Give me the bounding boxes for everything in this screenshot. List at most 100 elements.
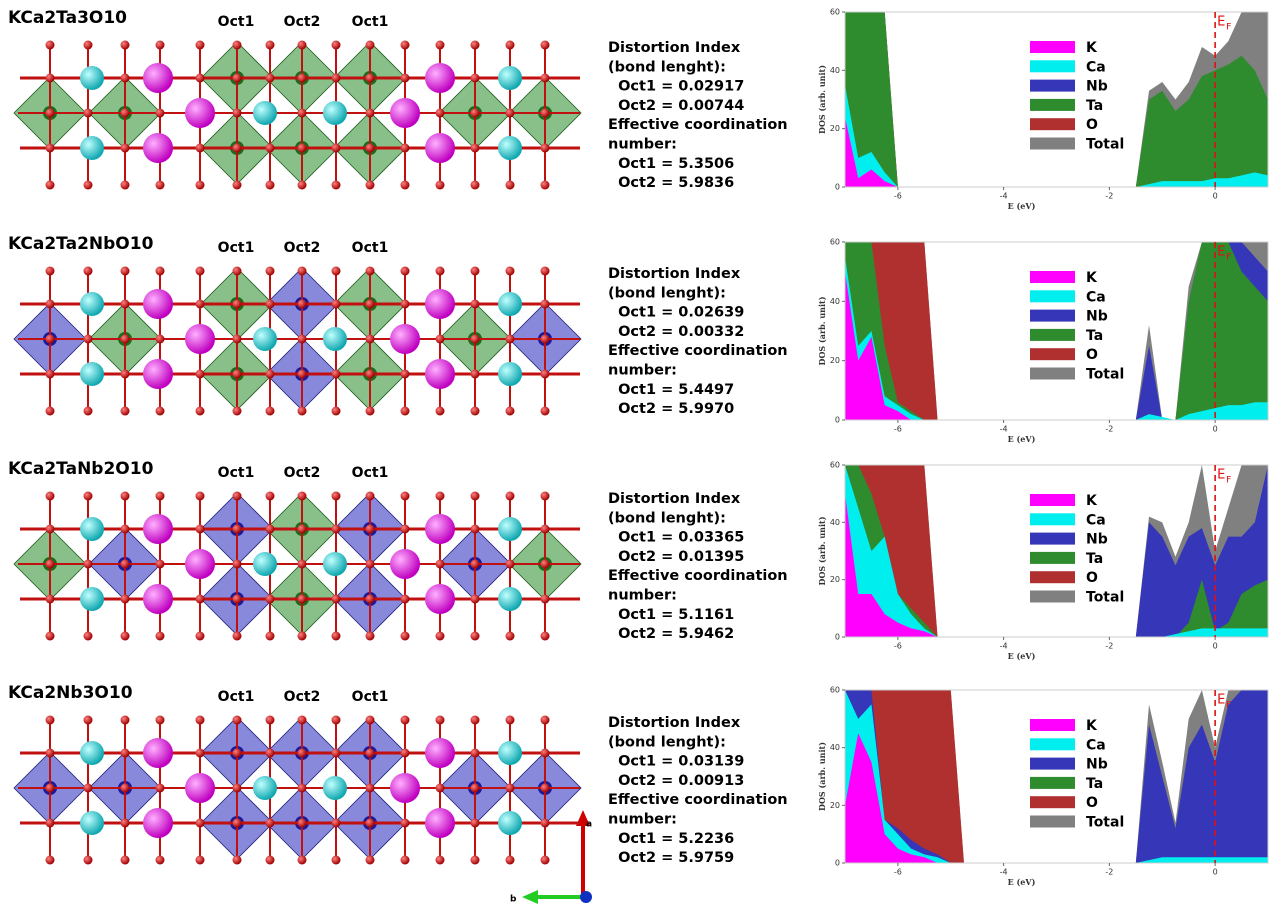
x-tick-label: 0	[1213, 642, 1218, 651]
oxygen	[436, 560, 445, 569]
potassium	[143, 133, 173, 163]
oxygen	[471, 267, 480, 276]
oxygen	[46, 267, 55, 276]
legend-swatch	[1030, 494, 1075, 506]
oxygen	[541, 335, 550, 344]
oxygen	[332, 41, 341, 50]
oxygen	[196, 595, 205, 604]
oxygen	[84, 335, 93, 344]
calcium	[498, 136, 522, 160]
oxygen	[471, 109, 480, 118]
oxygen	[401, 370, 410, 379]
info-line: number:	[608, 812, 677, 828]
fermi-label: E	[1217, 15, 1225, 30]
potassium	[185, 324, 215, 354]
oxygen	[541, 632, 550, 641]
y-tick-label: 20	[830, 124, 840, 133]
octahedron-label: Oct2	[284, 465, 321, 481]
crystal-structure	[14, 716, 581, 865]
oxygen	[366, 41, 375, 50]
legend-label: Total	[1086, 137, 1124, 153]
oxygen	[541, 784, 550, 793]
oxygen	[332, 267, 341, 276]
oxygen	[298, 407, 307, 416]
calcium	[80, 741, 104, 765]
legend-label: Ca	[1086, 737, 1106, 753]
oxygen	[401, 716, 410, 725]
oxygen	[196, 181, 205, 190]
oxygen	[541, 492, 550, 501]
oxygen	[541, 749, 550, 758]
oxygen	[366, 109, 375, 118]
arrow-head	[522, 890, 538, 904]
potassium	[425, 584, 455, 614]
legend-swatch	[1030, 138, 1075, 150]
y-tick-label: 0	[835, 633, 840, 642]
oxygen	[121, 109, 130, 118]
oxygen	[84, 492, 93, 501]
oxygen	[46, 181, 55, 190]
oxygen	[332, 407, 341, 416]
calcium	[80, 66, 104, 90]
oxygen	[332, 144, 341, 153]
oxygen	[233, 335, 242, 344]
oxygen	[266, 370, 275, 379]
oxygen	[332, 370, 341, 379]
legend-label: Nb	[1086, 757, 1108, 773]
oxygen	[233, 267, 242, 276]
y-tick-label: 60	[830, 8, 840, 17]
oxygen	[46, 632, 55, 641]
oxygen	[121, 300, 130, 309]
oxygen	[541, 595, 550, 604]
calcium	[323, 101, 347, 125]
legend-swatch	[1030, 118, 1075, 130]
oxygen	[332, 595, 341, 604]
potassium	[425, 133, 455, 163]
oxygen	[541, 370, 550, 379]
oxygen	[233, 300, 242, 309]
fermi-subscript: F	[1226, 701, 1231, 711]
legend-swatch	[1030, 777, 1075, 789]
oxygen	[298, 492, 307, 501]
x-tick-label: -2	[1105, 868, 1113, 877]
oxygen	[436, 41, 445, 50]
potassium	[390, 549, 420, 579]
oxygen	[84, 716, 93, 725]
potassium	[185, 98, 215, 128]
legend-label: Ca	[1086, 512, 1106, 528]
crystal-structure	[14, 267, 581, 416]
oxygen	[401, 632, 410, 641]
oxygen	[401, 181, 410, 190]
oxygen	[196, 370, 205, 379]
oxygen	[196, 144, 205, 153]
oxygen	[401, 41, 410, 50]
oxygen	[471, 856, 480, 865]
oxygen	[121, 267, 130, 276]
x-tick-label: -6	[894, 192, 902, 201]
oxygen	[332, 716, 341, 725]
oxygen	[541, 407, 550, 416]
oxygen	[196, 492, 205, 501]
info-line: Oct2 = 0.01395	[608, 549, 744, 565]
oxygen	[471, 749, 480, 758]
x-tick-label: -4	[1000, 425, 1008, 434]
oxygen	[121, 335, 130, 344]
oxygen	[401, 819, 410, 828]
oxygen	[156, 856, 165, 865]
oxygen	[471, 716, 480, 725]
potassium	[390, 324, 420, 354]
potassium	[425, 808, 455, 838]
oxygen	[298, 525, 307, 534]
calcium	[323, 776, 347, 800]
potassium	[425, 514, 455, 544]
info-line: Oct1 = 0.02917	[608, 79, 744, 95]
calcium	[498, 362, 522, 386]
plot	[845, 690, 1268, 863]
x-tick-label: -2	[1105, 425, 1113, 434]
legend-swatch	[1030, 571, 1075, 583]
oxygen	[506, 407, 515, 416]
legend-label: Nb	[1086, 309, 1108, 325]
oxygen	[84, 856, 93, 865]
oxygen	[541, 41, 550, 50]
oxygen	[366, 560, 375, 569]
